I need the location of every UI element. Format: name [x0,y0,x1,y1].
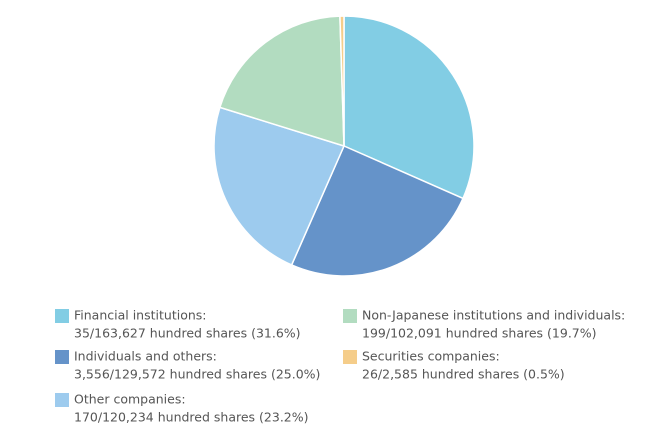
pie-slice [290,145,464,277]
legend-label: Financial institutions: [74,308,206,323]
pie-slice [339,15,345,147]
legend-label: Individuals and others: [74,349,217,364]
legend-value: 170/120,234 hundred shares (23.2%) [74,410,309,425]
legend-value: 199/102,091 hundred shares (19.7%) [362,326,597,341]
legend-value: 26/2,585 hundred shares (0.5%) [362,367,565,382]
legend-swatch [343,309,357,323]
legend-swatch [55,309,69,323]
legend-swatch [343,350,357,364]
legend-value: 35/163,627 hundred shares (31.6%) [74,326,301,341]
pie-slice [218,15,345,148]
legend-swatch [55,393,69,407]
legend-label: Securities companies: [362,349,500,364]
pie-slice [213,106,346,266]
legend-label: Non-Japanese institutions and individual… [362,308,625,323]
pie-slice [343,15,475,200]
legend-value: 3,556/129,572 hundred shares (25.0%) [74,367,320,382]
legend-swatch [55,350,69,364]
legend-label: Other companies: [74,392,186,407]
